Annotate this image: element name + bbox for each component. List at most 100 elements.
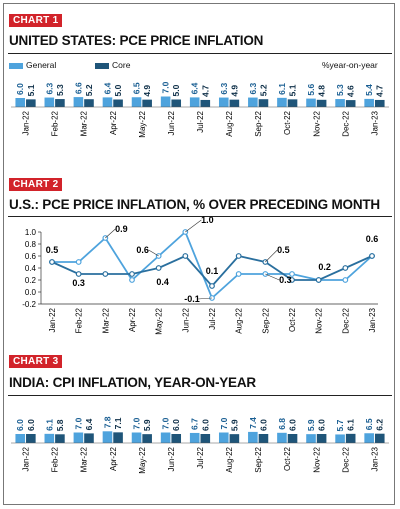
c1-data-label: 5.0 [113, 84, 123, 96]
c3-tick-label: Jan-23 [370, 446, 379, 471]
legend-core-label: Core [112, 60, 131, 70]
c1-tick-label: Dec-22 [341, 110, 350, 136]
c1-data-label: 6.1 [277, 83, 287, 95]
c1-tick-label: Oct-22 [283, 110, 292, 135]
c3-bar-general [335, 434, 345, 443]
c1-data-label: 5.2 [84, 84, 94, 96]
c2-y-tick-label: 0.4 [25, 264, 37, 273]
c1-tick-label: Aug-22 [225, 110, 234, 136]
c2-point [102, 271, 109, 277]
c1-bar-general [131, 97, 142, 107]
c1-bar-general [189, 97, 200, 107]
c2-x-tick-label: Jan-23 [368, 307, 377, 332]
c3-bar-core [374, 433, 385, 443]
c2-annotation: 0.1 [206, 266, 219, 276]
c3-bar-general [160, 432, 171, 443]
c2-point [289, 271, 295, 277]
c3-bar-general [306, 434, 316, 443]
chart1-tag: CHART 1 [9, 14, 63, 27]
c2-annotation: 1.0 [201, 215, 214, 225]
c1-bar-core [287, 99, 298, 107]
chart1-divider [8, 53, 392, 54]
c3-data-label: 7.0 [73, 417, 83, 429]
c3-bar-core [258, 434, 269, 443]
c1-data-label: 6.4 [190, 82, 200, 94]
c2-point [49, 259, 55, 265]
c2-annotation: 0.2 [318, 262, 331, 272]
c1-tick-label: Apr-22 [109, 110, 118, 135]
c2-x-tick-label: Feb-22 [75, 307, 84, 333]
c3-data-label: 6.1 [346, 419, 356, 431]
chart3-title: INDIA: CPI INFLATION, YEAR-ON-YEAR [9, 375, 256, 390]
c3-data-label: 6.0 [171, 419, 181, 431]
c1-tick-label: Jan-22 [22, 110, 31, 135]
c2-annotation: -0.1 [184, 294, 200, 304]
c1-data-label: 6.3 [219, 82, 229, 94]
c2-y-tick-label: 1.0 [25, 228, 37, 237]
c3-tick-label: Nov-22 [312, 446, 321, 472]
c2-annotation: 0.9 [115, 224, 128, 234]
c1-data-label: 5.3 [55, 84, 65, 96]
c2-point [209, 283, 215, 289]
c2-point [235, 271, 242, 277]
c1-bar-general [335, 99, 345, 107]
c1-tick-label: Jan-23 [370, 110, 379, 135]
c3-bar-general [277, 432, 287, 443]
chart2-svg: -0.2 0.0 0.2 0.4 0.6 0.8 1.0 Jan-22 Feb-22 Mar-22… [22, 215, 379, 335]
c3-tick-label: Apr-22 [109, 446, 118, 471]
c3-bar-core [55, 434, 65, 443]
c3-data-label: 5.7 [335, 419, 345, 431]
c2-point [342, 277, 349, 283]
c1-data-label: 4.8 [317, 85, 327, 97]
c1-bar-core [142, 99, 152, 107]
c1-data-label: 4.9 [142, 85, 152, 97]
c3-bar-general [189, 432, 200, 443]
c1-data-label: 4.7 [375, 85, 385, 97]
c1-data-label: 6.4 [102, 82, 112, 94]
c3-bar-general [364, 433, 374, 443]
c1-data-label: 5.0 [171, 84, 181, 96]
c1-data-label: 4.6 [346, 85, 356, 97]
c1-bar-core [84, 99, 94, 107]
c3-bar-general [218, 432, 229, 443]
c3-data-label: 6.4 [84, 418, 94, 430]
c2-annotation-leader [185, 219, 202, 233]
legend-core-swatch [95, 62, 109, 69]
chart2-title: U.S.: PCE PRICE INFLATION, % OVER PRECED… [9, 197, 380, 212]
c1-bar-general [364, 98, 374, 107]
c1-data-label: 4.9 [229, 85, 239, 97]
c2-y-tick-label: 0.2 [25, 276, 37, 285]
c2-annotation: 0.6 [366, 234, 379, 244]
c3-data-label: 7.0 [161, 417, 171, 429]
c1-tick-label: Mar-22 [80, 110, 89, 136]
c3-bar-core [171, 434, 182, 443]
c3-data-label: 7.0 [219, 417, 229, 429]
c1-data-label: 6.5 [132, 82, 142, 94]
c1-tick-label: Jun-22 [167, 110, 176, 135]
c2-x-tick-label: Mar-22 [101, 307, 110, 333]
c3-data-label: 6.8 [277, 418, 287, 430]
c3-bar-general [44, 433, 55, 443]
c1-data-label: 6.0 [15, 83, 25, 95]
c1-bar-general [73, 97, 84, 107]
c3-data-label: 6.7 [190, 418, 200, 430]
c3-tick-label: Oct-22 [283, 446, 292, 471]
chart2-tag: CHART 2 [9, 178, 63, 191]
c1-bar-general [248, 97, 258, 107]
c1-data-label: 5.6 [306, 84, 316, 96]
c2-point [342, 265, 349, 271]
c2-point [182, 253, 189, 259]
c3-bar-core [26, 434, 36, 443]
legend-general-swatch [9, 62, 23, 69]
c2-annotation-leader [148, 249, 159, 257]
c2-point [155, 265, 162, 271]
c1-data-label: 5.3 [335, 84, 345, 96]
c3-data-label: 6.0 [200, 419, 210, 431]
c2-x-tick-label: Jun-22 [181, 307, 190, 332]
c2-annotation: 0.3 [279, 275, 292, 285]
c3-bar-core [84, 433, 94, 443]
c3-tick-label: Dec-22 [341, 446, 350, 472]
c3-data-label: 6.0 [258, 419, 268, 431]
c1-data-label: 5.1 [26, 84, 36, 96]
